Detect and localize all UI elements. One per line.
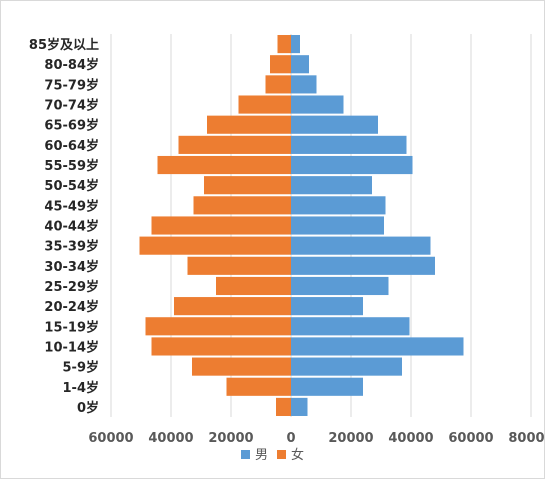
bar-female [204,176,291,195]
legend-label-male: 男 [255,448,268,463]
bar-female [277,35,291,54]
bar-female [174,297,291,316]
bar-female [151,337,291,356]
bar-male [291,236,431,255]
category-label: 35-39岁 [44,239,99,255]
category-labels: 85岁及以上 80-84岁 75-79岁 70-74岁 65-69岁 60-64岁 55-5… [29,37,99,416]
bar-female [145,317,291,336]
bar-female [139,236,291,255]
bar-female [265,75,291,94]
bar-male [291,297,363,316]
category-label: 40-44岁 [44,219,99,235]
bar-female [216,276,291,296]
category-label: 75-79岁 [44,77,99,93]
bar-male [291,35,300,54]
bar-male [291,317,410,336]
category-label: 45-49岁 [44,198,99,214]
category-label: 70-74岁 [44,98,99,114]
category-label: 10-14岁 [44,339,99,355]
category-label: 65-69岁 [44,118,99,134]
bar-male [291,357,402,376]
category-label: 55-59岁 [44,158,99,174]
bar-male [291,155,413,175]
bar-male [291,276,389,296]
bar-female [193,196,291,215]
x-tick-label: 40000 [388,431,433,446]
legend: 男 女 [241,447,304,463]
bar-male [291,55,309,74]
x-tick-label: 40000 [148,431,193,446]
x-tick-label: 60000 [88,431,133,446]
bar-male [291,176,372,195]
x-tick-label: 60000 [448,431,493,446]
bar-female [276,397,291,416]
bar-male [291,256,435,275]
x-axis-ticks: 60000 40000 20000 0 20000 40000 60000 80000 [88,431,545,446]
bar-male [291,216,384,235]
legend-swatch-female [277,450,286,459]
bar-female [226,377,291,396]
category-label: 50-54岁 [44,178,99,194]
bar-male [291,135,407,154]
bar-male [291,75,317,94]
x-tick-label: 20000 [328,431,373,446]
bar-male [291,377,363,396]
category-label: 30-34岁 [44,259,99,275]
category-label: 80-84岁 [44,57,99,73]
category-label: 15-19岁 [44,319,99,335]
category-label: 1-4岁 [63,380,100,396]
category-label: 85岁及以上 [29,37,99,53]
x-tick-label: 80000 [508,431,544,446]
x-tick-label: 0 [286,431,295,446]
category-label: 0岁 [77,400,99,416]
bar-female [270,55,291,74]
bar-male [291,397,308,416]
bar-female [238,95,291,114]
bar-female [192,357,291,376]
bar-male [291,337,464,356]
bar-male [291,196,386,215]
category-label: 20-24岁 [44,299,99,315]
bar-female [178,135,291,154]
legend-label-female: 女 [291,447,304,463]
bars [139,35,464,416]
bar-female [187,256,291,275]
bar-male [291,115,378,134]
bar-female [157,155,291,175]
category-label: 60-64岁 [44,138,99,154]
bar-female [151,216,291,235]
legend-swatch-male [241,450,250,459]
x-tick-label: 20000 [208,431,253,446]
bar-female [207,115,291,134]
category-label: 5-9岁 [63,360,100,376]
bar-male [291,95,344,114]
category-label: 25-29岁 [44,279,99,295]
